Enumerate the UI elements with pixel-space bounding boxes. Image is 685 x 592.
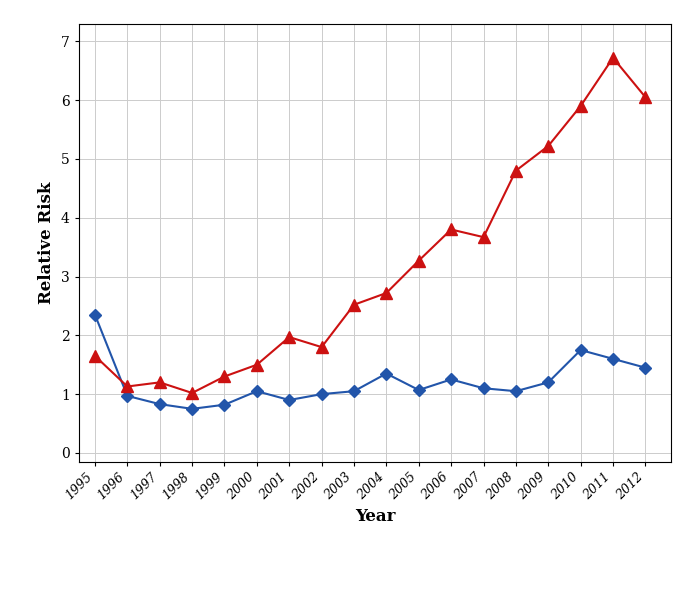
X-axis label: Year: Year xyxy=(355,508,395,525)
Y-axis label: Relative Risk: Relative Risk xyxy=(38,182,55,304)
